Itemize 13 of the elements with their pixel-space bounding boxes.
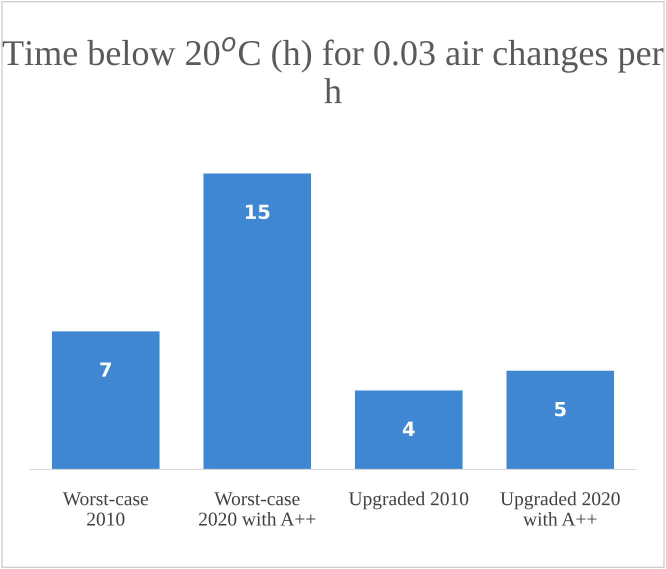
bar — [203, 174, 312, 470]
chart-title: Time below 20$^{o}$C (h) for 0.03 air changes per h — [2, 36, 664, 104]
bar — [354, 390, 463, 470]
data-label: 7 — [100, 362, 111, 377]
data-label: 15 — [246, 204, 270, 220]
x-tick-label: Worst-case 2010 — [62, 492, 148, 526]
bar — [506, 370, 614, 470]
x-tick-label: Upgraded 2020 with A++ — [500, 492, 620, 526]
bar — [52, 331, 160, 470]
data-label: 5 — [555, 402, 566, 416]
x-tick-label: Upgraded 2010 — [348, 492, 468, 510]
data-label: 4 — [402, 422, 415, 436]
x-tick-label: Worst-case 2020 with A++ — [199, 492, 316, 526]
